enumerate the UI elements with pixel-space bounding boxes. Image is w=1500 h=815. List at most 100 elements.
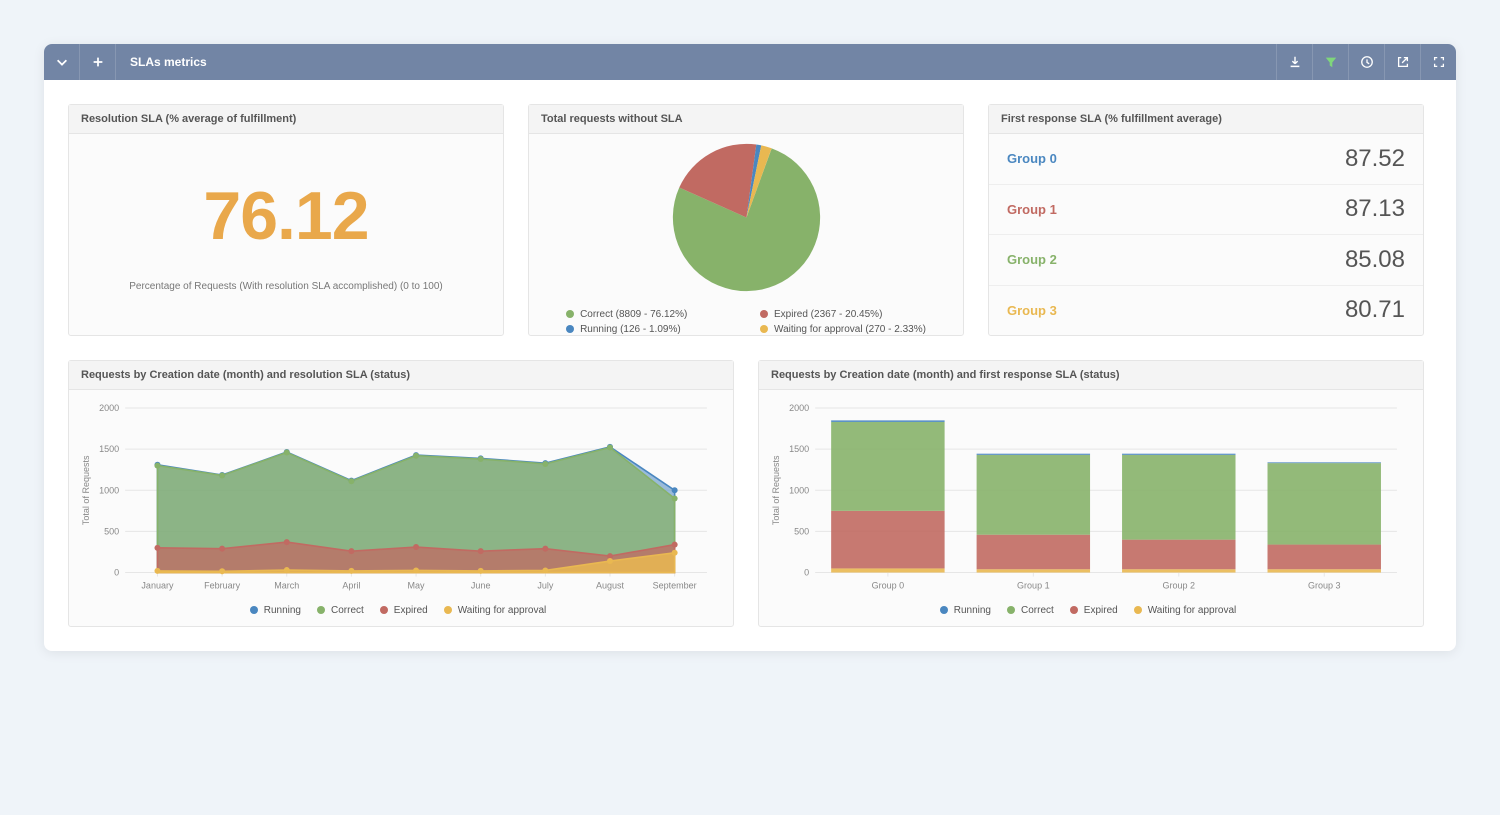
group-row[interactable]: Group 3 80.71 bbox=[989, 286, 1423, 336]
card-first-response-groups: First response SLA (% fulfillment averag… bbox=[988, 104, 1424, 336]
svg-text:1000: 1000 bbox=[789, 485, 809, 495]
svg-text:April: April bbox=[342, 581, 360, 591]
legend-item-waiting[interactable]: Waiting for approval bbox=[1134, 605, 1237, 616]
resolution-sla-caption: Percentage of Requests (With resolution … bbox=[129, 281, 443, 292]
card-title: Resolution SLA (% average of fulfillment… bbox=[69, 105, 503, 134]
card-bar-chart: Requests by Creation date (month) and fi… bbox=[758, 360, 1424, 627]
bar-segment-waiting[interactable] bbox=[977, 569, 1090, 572]
group-row[interactable]: Group 0 87.52 bbox=[989, 134, 1423, 185]
card-title: Total requests without SLA bbox=[529, 105, 963, 134]
area-chart: 0500100015002000Total of RequestsJanuary… bbox=[77, 400, 719, 601]
area-point[interactable] bbox=[219, 546, 225, 552]
legend-item-correct[interactable]: Correct bbox=[1007, 605, 1054, 616]
area-point[interactable] bbox=[413, 567, 419, 573]
group-row[interactable]: Group 2 85.08 bbox=[989, 235, 1423, 286]
legend-item-correct[interactable]: Correct bbox=[317, 605, 364, 616]
area-point[interactable] bbox=[542, 461, 548, 467]
legend-item-running[interactable]: Running bbox=[250, 605, 301, 616]
bar-segment-waiting[interactable] bbox=[1268, 569, 1381, 572]
area-point[interactable] bbox=[607, 558, 613, 564]
group-value: 87.13 bbox=[1345, 195, 1405, 223]
card-title: Requests by Creation date (month) and fi… bbox=[759, 361, 1423, 390]
bar-segment-running[interactable] bbox=[1268, 462, 1381, 463]
area-point[interactable] bbox=[672, 550, 678, 556]
svg-text:February: February bbox=[204, 581, 241, 591]
external-link-icon bbox=[1396, 55, 1410, 69]
legend-item-expired[interactable]: Expired bbox=[1070, 605, 1118, 616]
area-point[interactable] bbox=[284, 539, 290, 545]
area-point[interactable] bbox=[413, 544, 419, 550]
area-point[interactable] bbox=[154, 463, 160, 469]
legend-item-expired[interactable]: Expired (2367 - 20.45%) bbox=[760, 309, 926, 320]
area-point[interactable] bbox=[348, 568, 354, 574]
download-button[interactable] bbox=[1276, 44, 1312, 80]
schedule-button[interactable] bbox=[1348, 44, 1384, 80]
area-point[interactable] bbox=[672, 487, 678, 493]
area-point[interactable] bbox=[672, 495, 678, 501]
card-title: Requests by Creation date (month) and re… bbox=[69, 361, 733, 390]
bar-segment-correct[interactable] bbox=[831, 422, 944, 511]
area-point[interactable] bbox=[284, 449, 290, 455]
card-total-requests-pie: Total requests without SLA Correct (8809… bbox=[528, 104, 964, 336]
svg-text:Total of Requests: Total of Requests bbox=[81, 455, 91, 525]
svg-text:August: August bbox=[596, 581, 625, 591]
area-point[interactable] bbox=[348, 548, 354, 554]
area-point[interactable] bbox=[154, 545, 160, 551]
dashboard-window: SLAs metrics Resolution SLA (% average o… bbox=[44, 44, 1456, 651]
area-point[interactable] bbox=[478, 456, 484, 462]
area-point[interactable] bbox=[348, 478, 354, 484]
svg-text:2000: 2000 bbox=[99, 403, 119, 413]
bar-segment-correct[interactable] bbox=[977, 455, 1090, 535]
plus-icon bbox=[91, 55, 105, 69]
legend-item-expired[interactable]: Expired bbox=[380, 605, 428, 616]
group-value: 80.71 bbox=[1345, 296, 1405, 324]
bar-segment-waiting[interactable] bbox=[1122, 569, 1235, 572]
legend-item-running[interactable]: Running bbox=[940, 605, 991, 616]
bar-segment-running[interactable] bbox=[977, 454, 1090, 455]
area-point[interactable] bbox=[154, 568, 160, 574]
legend-item-running[interactable]: Running (126 - 1.09%) bbox=[566, 324, 732, 335]
add-button[interactable] bbox=[80, 44, 116, 80]
area-point[interactable] bbox=[478, 548, 484, 554]
bar-segment-expired[interactable] bbox=[977, 535, 1090, 570]
svg-text:Group 0: Group 0 bbox=[872, 581, 905, 591]
svg-text:Group 2: Group 2 bbox=[1162, 581, 1195, 591]
svg-text:March: March bbox=[274, 581, 299, 591]
area-point[interactable] bbox=[607, 444, 613, 450]
bar-segment-expired[interactable] bbox=[1268, 545, 1381, 570]
legend-item-waiting[interactable]: Waiting for approval bbox=[444, 605, 547, 616]
card-title: First response SLA (% fulfillment averag… bbox=[989, 105, 1423, 134]
collapse-button[interactable] bbox=[44, 44, 80, 80]
bar-segment-expired[interactable] bbox=[1122, 540, 1235, 570]
bar-segment-expired[interactable] bbox=[831, 511, 944, 569]
area-point[interactable] bbox=[219, 568, 225, 574]
legend-item-waiting[interactable]: Waiting for approval (270 - 2.33%) bbox=[760, 324, 926, 335]
bar-segment-running[interactable] bbox=[1122, 454, 1235, 455]
svg-text:500: 500 bbox=[104, 526, 119, 536]
expand-icon bbox=[1432, 55, 1446, 69]
area-point[interactable] bbox=[219, 472, 225, 478]
card-area-chart: Requests by Creation date (month) and re… bbox=[68, 360, 734, 627]
svg-text:1000: 1000 bbox=[99, 485, 119, 495]
bar-segment-waiting[interactable] bbox=[831, 568, 944, 572]
bar-segment-running[interactable] bbox=[831, 420, 944, 422]
group-value: 85.08 bbox=[1345, 246, 1405, 274]
area-point[interactable] bbox=[542, 546, 548, 552]
bar-chart: 0500100015002000Total of RequestsGroup 0… bbox=[767, 400, 1409, 601]
area-point[interactable] bbox=[542, 567, 548, 573]
open-external-button[interactable] bbox=[1384, 44, 1420, 80]
group-row[interactable]: Group 1 87.13 bbox=[989, 185, 1423, 236]
area-point[interactable] bbox=[284, 567, 290, 573]
area-point[interactable] bbox=[478, 568, 484, 574]
svg-text:January: January bbox=[141, 581, 174, 591]
fullscreen-button[interactable] bbox=[1420, 44, 1456, 80]
pie-legend: Correct (8809 - 76.12%) Expired (2367 - 2… bbox=[566, 309, 926, 335]
bar-segment-correct[interactable] bbox=[1122, 455, 1235, 540]
svg-text:0: 0 bbox=[114, 568, 119, 578]
area-point[interactable] bbox=[672, 542, 678, 548]
bar-segment-correct[interactable] bbox=[1268, 463, 1381, 544]
svg-text:Group 3: Group 3 bbox=[1308, 581, 1341, 591]
filter-button[interactable] bbox=[1312, 44, 1348, 80]
legend-item-correct[interactable]: Correct (8809 - 76.12%) bbox=[566, 309, 732, 320]
area-point[interactable] bbox=[413, 453, 419, 459]
